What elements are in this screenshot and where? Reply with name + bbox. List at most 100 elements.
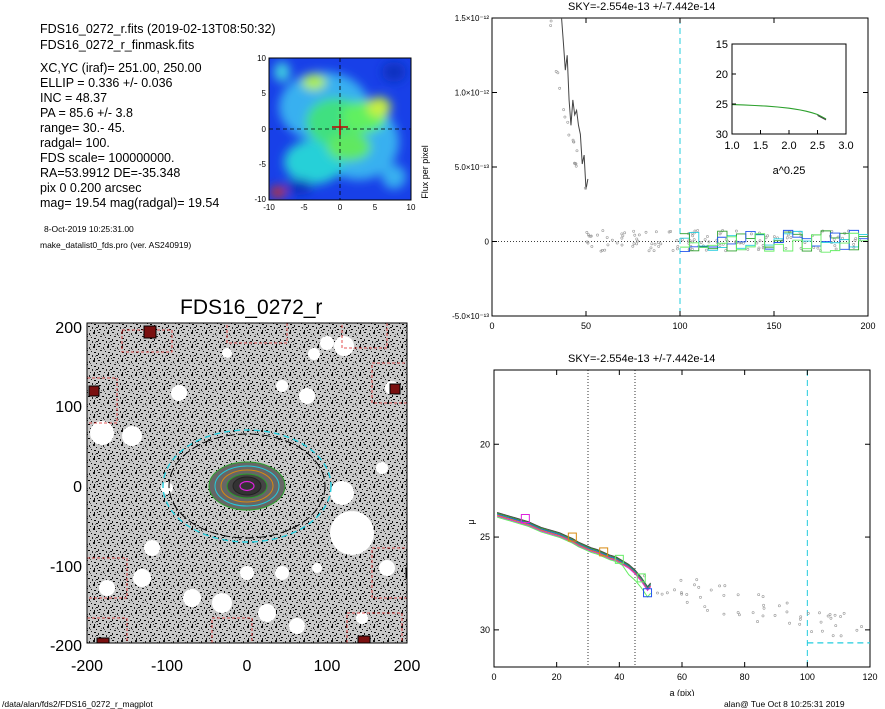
- flux-point: [620, 243, 624, 247]
- mu-point: [660, 592, 664, 596]
- mu-chart-title: SKY=-2.554e-13 +/-7.442e-14: [568, 353, 716, 365]
- mu-point: [777, 604, 781, 608]
- flux-point: [772, 235, 776, 239]
- image-ytick: 200: [55, 320, 82, 337]
- inset-xlabel: a^0.25: [773, 165, 806, 177]
- flux-point: [718, 243, 722, 247]
- inset-curve: [731, 104, 827, 120]
- mu-point: [798, 617, 802, 621]
- map-ytick: -5: [259, 160, 267, 169]
- flux-point: [586, 241, 590, 245]
- flux-profile-line: [561, 18, 589, 190]
- flux-point: [599, 249, 603, 253]
- mu-point: [833, 613, 837, 617]
- flux-point: [816, 246, 820, 250]
- flux-point: [589, 234, 592, 238]
- flux-point: [675, 239, 679, 242]
- flux-point: [586, 233, 590, 237]
- sky-ytick: 5.0×10⁻¹³: [455, 163, 490, 172]
- sky-chart: 0 50 100 150 200-5.0×10⁻¹³05.0×10⁻¹³1.0×10⁻¹…: [420, 14, 876, 331]
- image-ytick: -100: [50, 559, 82, 576]
- flux-point: [706, 235, 709, 238]
- mu-point: [738, 613, 741, 617]
- inset-xtick: 1.0: [724, 140, 739, 152]
- mu-profile-line: [496, 511, 652, 588]
- flux-point: [671, 249, 675, 252]
- flux-point: [549, 19, 553, 23]
- mu-point: [695, 578, 699, 582]
- flux-point: [649, 246, 653, 250]
- flux-point: [601, 229, 605, 233]
- mu-ytick: 30: [480, 625, 490, 635]
- mu-point: [723, 584, 727, 588]
- mu-marker: [599, 547, 609, 557]
- flux-point: [549, 24, 553, 27]
- mu-point: [819, 620, 823, 624]
- flux-point: [819, 249, 822, 252]
- flux-point: [761, 243, 765, 247]
- mu-point: [826, 614, 830, 618]
- flux-point: [650, 242, 654, 246]
- flux-point: [696, 229, 700, 232]
- flux-point: [812, 246, 816, 249]
- flux-point: [735, 229, 738, 233]
- param-center: XC,YC (iraf)= 251.00, 250.00: [40, 61, 202, 75]
- param-pa: PA = 85.6 +/- 3.8: [40, 106, 133, 120]
- inset-xtick: 2.0: [781, 140, 796, 152]
- flux-point: [554, 70, 558, 73]
- inset-ytick: 30: [716, 129, 728, 141]
- mu-point: [785, 610, 789, 614]
- map-ytick: 0: [262, 125, 267, 134]
- flux-point: [631, 244, 635, 248]
- mu-point: [665, 591, 669, 595]
- flux-point: [832, 237, 836, 241]
- galaxy-isophotes: [162, 429, 332, 543]
- flux-point: [654, 230, 658, 234]
- mu-profile-line: [496, 515, 652, 592]
- image-chart: -200 -100 0 100 200 200 100 0 -100 -200: [50, 320, 421, 675]
- mu-point: [839, 634, 843, 638]
- map-ytick: 5: [262, 89, 267, 98]
- flux-point: [610, 238, 614, 242]
- flux-point: [785, 236, 789, 240]
- flux-point: [834, 247, 838, 251]
- map-ytick: -10: [254, 195, 266, 204]
- mu-point: [810, 630, 813, 634]
- flux-point: [632, 242, 636, 246]
- flux-point: [742, 241, 745, 245]
- flux-point: [707, 240, 711, 244]
- param-radgal: radgal= 100.: [40, 136, 110, 150]
- flux-point: [676, 245, 680, 248]
- map-ytick: 10: [257, 54, 266, 63]
- param-ellip: ELLIP = 0.336 +/- 0.036: [40, 76, 173, 90]
- flux-point: [657, 244, 661, 248]
- flux-point: [841, 236, 844, 240]
- map-xtick: 0: [338, 203, 343, 212]
- flux-point: [784, 247, 788, 250]
- mu-xtick: 60: [677, 672, 687, 682]
- flux-point: [620, 236, 624, 240]
- inset-xtick: 2.5: [810, 140, 825, 152]
- image-xtick: -100: [151, 658, 183, 675]
- flux-point: [755, 241, 759, 245]
- flux-point: [690, 247, 694, 251]
- flux-point: [563, 115, 567, 119]
- mask-boxes: [87, 323, 407, 643]
- mu-profile-line: [496, 514, 652, 591]
- image-xtick: 200: [394, 658, 421, 675]
- flux-point: [566, 120, 570, 124]
- mu-point: [761, 614, 765, 618]
- flux-point: [789, 236, 793, 239]
- mu-point: [820, 629, 824, 633]
- flux-point: [703, 238, 707, 241]
- mu-point: [680, 591, 683, 595]
- sky-xtick: 200: [860, 321, 875, 331]
- flux-point: [757, 246, 761, 250]
- mu-ytick: 20: [480, 439, 490, 449]
- flux-point: [757, 248, 760, 251]
- mu-marker: [567, 532, 577, 542]
- mu-xtick: 40: [614, 672, 624, 682]
- mu-point: [773, 614, 777, 617]
- inset-xtick: 3.0: [838, 140, 853, 152]
- flux-point: [687, 241, 691, 245]
